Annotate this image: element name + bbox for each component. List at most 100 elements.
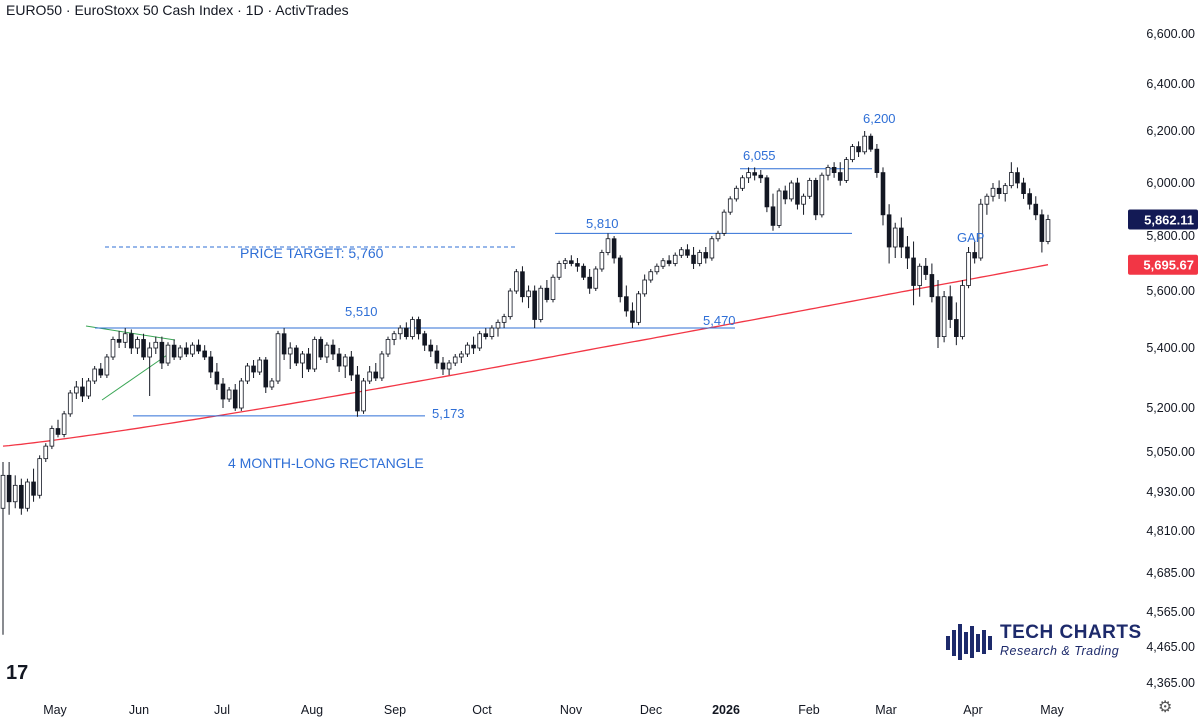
x-tick-label: Oct [472, 703, 492, 717]
candle-body [984, 195, 990, 205]
candle [966, 247, 971, 289]
candle-body [899, 227, 904, 248]
candle [306, 348, 311, 372]
candle [80, 378, 85, 402]
candle [624, 285, 629, 317]
candle-body [416, 319, 421, 335]
ma-value-badge: 5,695.67 [1128, 254, 1198, 275]
settings-gear-icon[interactable]: ⚙ [1158, 699, 1173, 716]
candle [679, 247, 684, 258]
candle [122, 328, 128, 348]
candle-body [434, 350, 440, 364]
candle [532, 285, 537, 329]
candle-body [825, 166, 831, 176]
label-5173: 5,173 [432, 406, 465, 421]
candle-body [892, 227, 898, 248]
candle-body [61, 413, 67, 435]
candle [617, 255, 623, 303]
candle-body [666, 260, 672, 264]
candle [416, 316, 421, 340]
candle-body [220, 383, 226, 400]
candle [349, 351, 354, 381]
ma-value-badge-text: 5,695.67 [1143, 258, 1194, 273]
candle-body [782, 190, 788, 200]
candle-body [990, 187, 996, 197]
candle [391, 330, 397, 346]
candle-body [74, 386, 79, 394]
candle-body [312, 339, 317, 370]
candle-body [844, 159, 849, 181]
candle-body [275, 333, 281, 382]
candle-body [489, 327, 495, 337]
candle-body [1039, 214, 1045, 242]
candle-body [654, 265, 660, 273]
candle-body [159, 341, 165, 364]
last-price-badge-text: 5,862.11 [1144, 213, 1194, 228]
candle [281, 328, 287, 360]
candle-body [330, 344, 336, 355]
candle [562, 258, 568, 269]
candle-body [153, 341, 159, 349]
candle-body [905, 246, 910, 259]
y-tick-label: 4,365.00 [1146, 676, 1195, 690]
candle-body [177, 347, 183, 358]
candle-body [954, 319, 959, 338]
candle-body [587, 276, 592, 289]
candle [379, 351, 385, 381]
last-price-badge-bg [1128, 209, 1198, 230]
ma-value-badge-bg [1128, 254, 1198, 275]
candle [978, 198, 984, 261]
candle-body [349, 356, 354, 376]
candle [440, 357, 446, 375]
candle-body [715, 232, 721, 240]
x-tick-label: Jun [129, 703, 149, 717]
price-target-label: PRICE TARGET: 5,760 [240, 245, 384, 261]
candle-body [544, 287, 550, 300]
y-tick-label: 6,000.00 [1146, 176, 1195, 190]
candle-body [251, 365, 256, 373]
candle-body [6, 474, 12, 503]
candle [245, 363, 250, 384]
candle [587, 269, 592, 294]
gap-label: GAP [957, 230, 984, 245]
y-tick-label: 5,600.00 [1146, 284, 1195, 298]
candle [575, 258, 580, 272]
candle-body [294, 347, 299, 364]
candle-body [850, 146, 855, 161]
candle [514, 269, 519, 294]
x-tick-label: Dec [640, 703, 662, 717]
candle [367, 366, 372, 384]
candle [1027, 188, 1032, 210]
candle-body [917, 265, 922, 286]
candle [990, 183, 996, 202]
candle-body [385, 339, 391, 355]
candle [740, 175, 745, 191]
candle [727, 196, 733, 215]
candle [526, 285, 531, 309]
candle [67, 390, 73, 417]
candle [220, 378, 226, 408]
tradingview-logo-icon[interactable]: 17 [6, 662, 28, 685]
candle-body [263, 359, 269, 388]
candle-body [245, 365, 250, 382]
candle [538, 285, 544, 323]
tech-charts-logo: TECH CHARTS Research & Trading [944, 622, 1141, 662]
candle-body [1009, 172, 1014, 187]
candle-body [807, 179, 812, 197]
candle-body [31, 481, 36, 496]
candle [153, 336, 159, 354]
candle-body [532, 290, 537, 320]
candle [129, 329, 134, 354]
candle-body [440, 362, 446, 370]
candle-body [996, 187, 1002, 195]
candle-body [165, 344, 171, 364]
x-tick-label: May [1040, 703, 1064, 717]
candle [599, 249, 605, 272]
candle [312, 336, 317, 372]
candle-body [355, 374, 360, 412]
candle [972, 241, 977, 264]
candle-body [25, 481, 30, 509]
candle [856, 141, 861, 157]
candle-body [660, 260, 666, 267]
